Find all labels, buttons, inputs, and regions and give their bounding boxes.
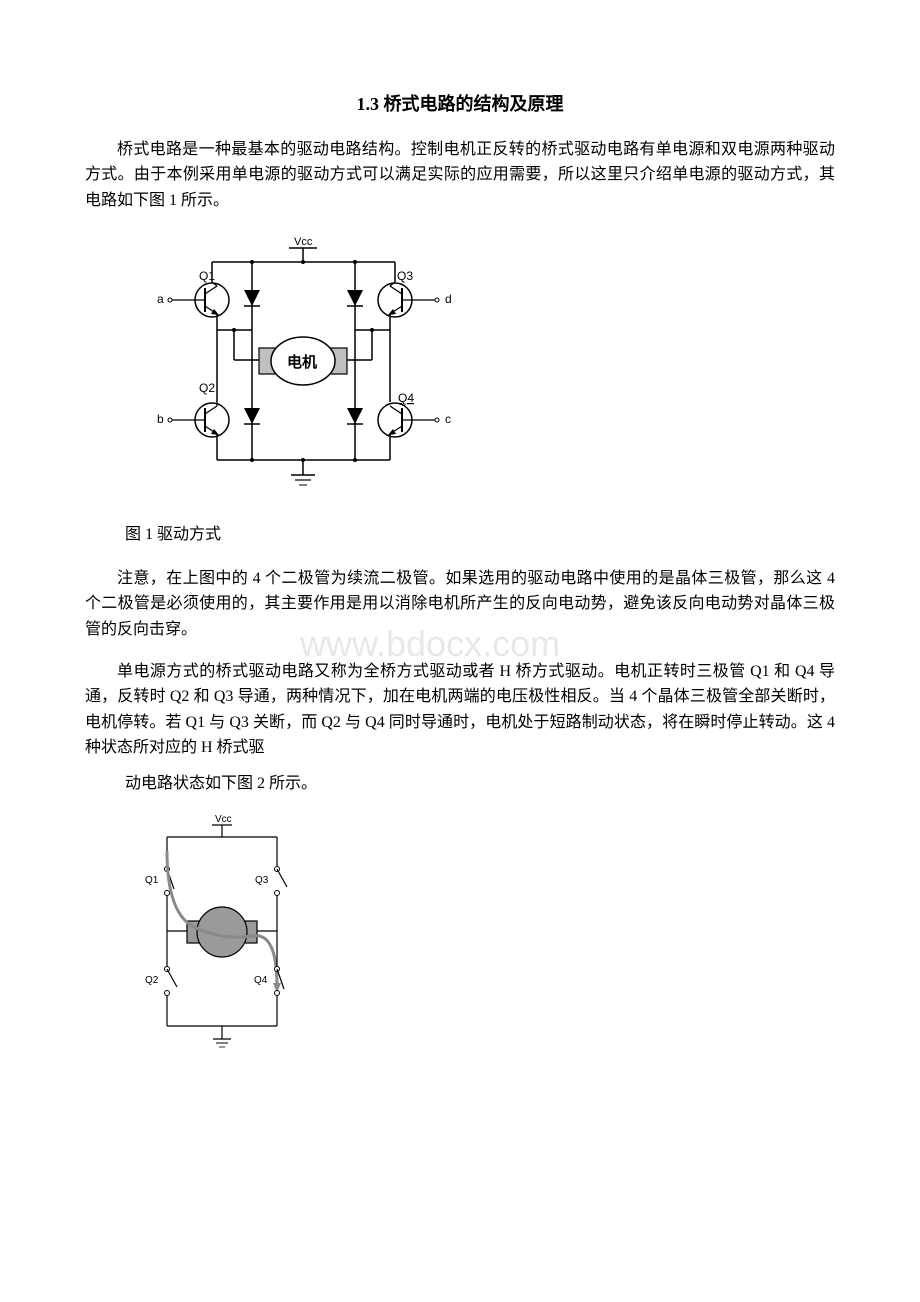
section-title: 1.3 桥式电路的结构及原理 (85, 90, 835, 119)
vcc-label-2: Vcc (215, 814, 232, 825)
q4-label: Q4 (398, 391, 414, 405)
paragraph-3: 单电源方式的桥式驱动电路又称为全桥方式驱动或者 H 桥方式驱动。电机正转时三极管… (85, 659, 835, 761)
paragraph-3-continued: 动电路状态如下图 2 所示。 (85, 771, 835, 797)
q3-label: Q3 (397, 269, 413, 283)
figure-2: Vcc Q1 Q3 (137, 811, 835, 1070)
d-label: d (445, 292, 452, 306)
c-label: c (445, 412, 451, 426)
q3-label-2: Q3 (255, 875, 269, 886)
motor-label: 电机 (287, 353, 317, 371)
q4-label-2: Q4 (254, 975, 268, 986)
circuit-diagram-2: Vcc Q1 Q3 (137, 811, 307, 1061)
q2-label: Q2 (199, 381, 215, 395)
figure-1: Vcc Q1 a (137, 230, 835, 509)
figure-1-caption: 图 1 驱动方式 (85, 522, 835, 548)
paragraph-1: 桥式电路是一种最基本的驱动电路结构。控制电机正反转的桥式驱动电路有单电源和双电源… (85, 137, 835, 214)
q1-label-2: Q1 (145, 875, 159, 886)
a-label: a (157, 292, 164, 306)
vcc-label: Vcc (294, 236, 313, 248)
paragraph-2: 注意，在上图中的 4 个二极管为续流二极管。如果选用的驱动电路中使用的是晶体三极… (85, 566, 835, 643)
document-content: 1.3 桥式电路的结构及原理 桥式电路是一种最基本的驱动电路结构。控制电机正反转… (85, 90, 835, 1069)
q2-label-2: Q2 (145, 975, 159, 986)
circuit-diagram-1: Vcc Q1 a (137, 230, 457, 500)
b-label: b (157, 412, 164, 426)
q1-label: Q1 (199, 269, 215, 283)
